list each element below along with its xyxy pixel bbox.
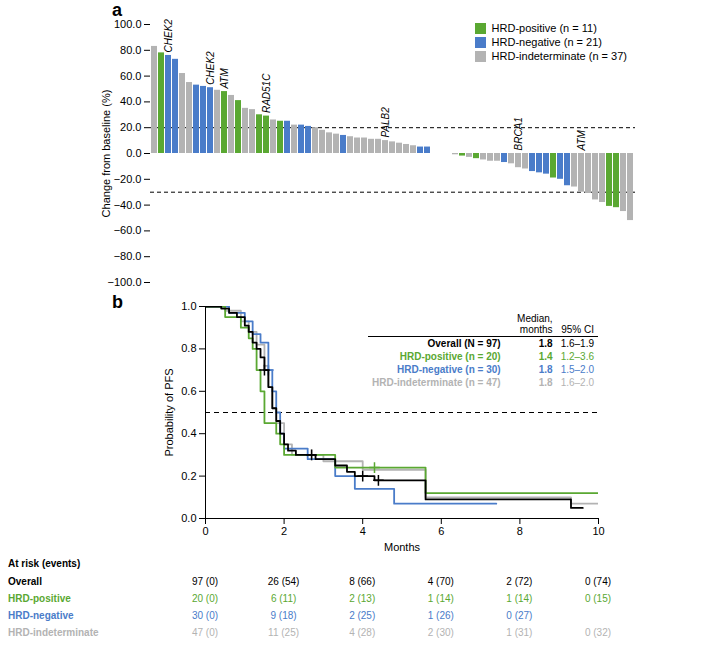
svg-text:ATM: ATM [576, 129, 587, 151]
svg-text:−40.0: −40.0 [114, 199, 142, 211]
svg-text:−80.0: −80.0 [114, 250, 142, 262]
svg-text:2: 2 [281, 525, 287, 537]
svg-text:60.0: 60.0 [120, 70, 141, 82]
html-text:9 (18): 9 (18) [270, 610, 297, 621]
html-text:HRD-indeterminate: HRD-indeterminate [8, 627, 99, 638]
svg-text:PALB2: PALB2 [380, 107, 391, 138]
html-text:HRD-indeterminate (n = 47): HRD-indeterminate (n = 47) [372, 377, 501, 388]
html-text:4 (70): 4 (70) [427, 576, 454, 587]
svg-text:0.8: 0.8 [181, 342, 196, 354]
html-text:1 (14): 1 (14) [506, 593, 533, 604]
html-text:1.4: 1.4 [538, 351, 553, 362]
html-text:HRD-negative (n = 30): HRD-negative (n = 30) [397, 364, 501, 375]
svg-text:RAD51C: RAD51C [261, 73, 272, 113]
html-text:1.6–2.0: 1.6–2.0 [560, 377, 594, 388]
svg-text:4: 4 [360, 525, 366, 537]
html-text:1.8: 1.8 [538, 338, 553, 349]
html-text:20 (0): 20 (0) [191, 593, 219, 604]
svg-text:Change from baseline (%): Change from baseline (%) [100, 90, 112, 218]
html-text:Overall: Overall [8, 576, 42, 587]
html-text:95% CI: 95% CI [561, 324, 594, 335]
html-text:Overall (N = 97): Overall (N = 97) [427, 338, 501, 349]
html-text:1 (14): 1 (14) [427, 593, 454, 604]
svg-text:6: 6 [438, 525, 444, 537]
html-text:1.8: 1.8 [538, 364, 553, 375]
html-text:HRD-positive (n = 20): HRD-positive (n = 20) [399, 351, 501, 362]
svg-text:1.0: 1.0 [181, 300, 196, 312]
html-text:HRD-positive (n = 11): HRD-positive (n = 11) [491, 22, 597, 34]
svg-text:−60.0: −60.0 [114, 224, 142, 236]
html-text:HRD-positive: HRD-positive [8, 593, 71, 604]
html-text:HRD-negative: HRD-negative [8, 610, 74, 621]
html-text:8 (66): 8 (66) [349, 576, 376, 587]
svg-text:−20.0: −20.0 [114, 173, 142, 185]
html-text:At risk (events): At risk (events) [8, 558, 81, 569]
html-text:26 (54): 26 (54) [267, 576, 300, 587]
html-text:a: a [112, 0, 122, 20]
html-text:HRD-negative (n = 21): HRD-negative (n = 21) [491, 36, 602, 48]
svg-text:10: 10 [592, 525, 604, 537]
html-text:47 (0): 47 (0) [191, 627, 219, 638]
svg-text:40.0: 40.0 [120, 95, 141, 107]
html-text:1.5–2.0: 1.5–2.0 [560, 364, 594, 375]
html-text:0 (74): 0 (74) [584, 576, 612, 587]
svg-text:Months: Months [384, 541, 421, 553]
html-text:1.8: 1.8 [538, 377, 553, 388]
html-text:0 (15): 0 (15) [584, 593, 612, 604]
html-text:1.2–3.6: 1.2–3.6 [560, 351, 594, 362]
svg-text:0.6: 0.6 [181, 385, 196, 397]
svg-text:BRCA1: BRCA1 [513, 117, 524, 150]
svg-text:80.0: 80.0 [120, 44, 141, 56]
html-text:97 (0): 97 (0) [191, 576, 219, 587]
html-text:b: b [112, 292, 123, 312]
svg-text:−100.0: −100.0 [108, 276, 142, 288]
html-text:HRD-indeterminate (n = 37): HRD-indeterminate (n = 37) [491, 50, 627, 62]
svg-text:0: 0 [202, 525, 208, 537]
html-text:4 (28): 4 (28) [349, 627, 376, 638]
svg-text:0.0: 0.0 [181, 512, 196, 524]
html-text:Median, months: Median, months [517, 313, 553, 335]
html-text:0 (27): 0 (27) [506, 610, 533, 621]
svg-text:Probability of PFS: Probability of PFS [163, 368, 175, 456]
html-text:1 (26): 1 (26) [427, 610, 454, 621]
svg-text:CHEK2: CHEK2 [205, 51, 216, 85]
html-text:11 (25): 11 (25) [268, 627, 300, 638]
html-text:6 (11): 6 (11) [270, 593, 297, 604]
svg-text:8: 8 [517, 525, 523, 537]
html-text:2 (30): 2 (30) [427, 627, 454, 638]
html-text:1.6–1.9: 1.6–1.9 [560, 338, 594, 349]
html-text:2 (13): 2 (13) [349, 593, 376, 604]
html-text:0 (32): 0 (32) [584, 627, 612, 638]
svg-text:0.4: 0.4 [181, 427, 196, 439]
svg-text:100.0: 100.0 [114, 18, 142, 30]
svg-text:CHEK2: CHEK2 [163, 19, 174, 53]
svg-text:ATM: ATM [219, 68, 230, 90]
svg-text:20.0: 20.0 [120, 121, 141, 133]
html-text:2 (25): 2 (25) [349, 610, 376, 621]
html-text:30 (0): 30 (0) [191, 610, 219, 621]
svg-text:0.0: 0.0 [126, 147, 141, 159]
svg-text:0.2: 0.2 [181, 470, 196, 482]
html-text:2 (72): 2 (72) [506, 576, 533, 587]
html-text:1 (31): 1 (31) [506, 627, 533, 638]
